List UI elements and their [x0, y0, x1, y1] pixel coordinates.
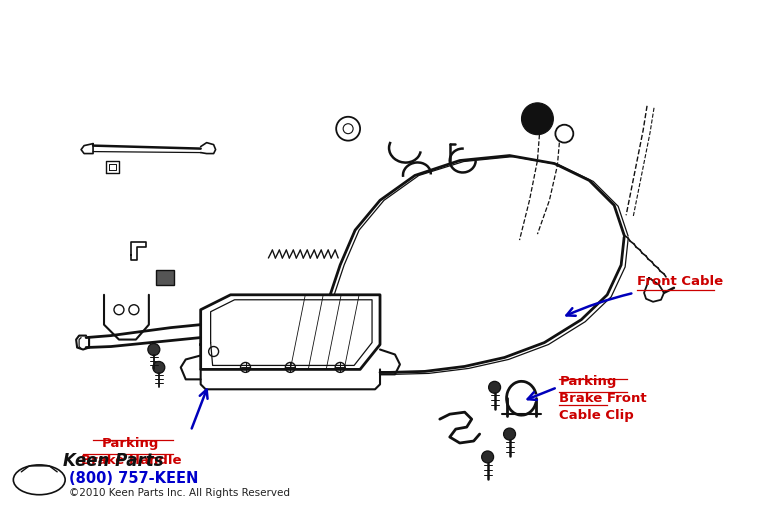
- Text: Parking
Brake Front
Cable Clip: Parking Brake Front Cable Clip: [559, 376, 647, 422]
- Text: Front Cable: Front Cable: [637, 275, 723, 288]
- Circle shape: [482, 451, 494, 463]
- Text: ©2010 Keen Parts Inc. All Rights Reserved: ©2010 Keen Parts Inc. All Rights Reserve…: [69, 488, 290, 498]
- Polygon shape: [156, 270, 174, 285]
- Text: Keen Parts: Keen Parts: [63, 452, 164, 470]
- Text: (800) 757-KEEN: (800) 757-KEEN: [69, 471, 199, 486]
- Text: Parking
Brake Handle: Parking Brake Handle: [81, 437, 181, 467]
- Circle shape: [504, 428, 516, 440]
- Circle shape: [489, 381, 500, 393]
- Circle shape: [148, 343, 160, 355]
- Circle shape: [521, 103, 554, 135]
- Circle shape: [152, 362, 165, 373]
